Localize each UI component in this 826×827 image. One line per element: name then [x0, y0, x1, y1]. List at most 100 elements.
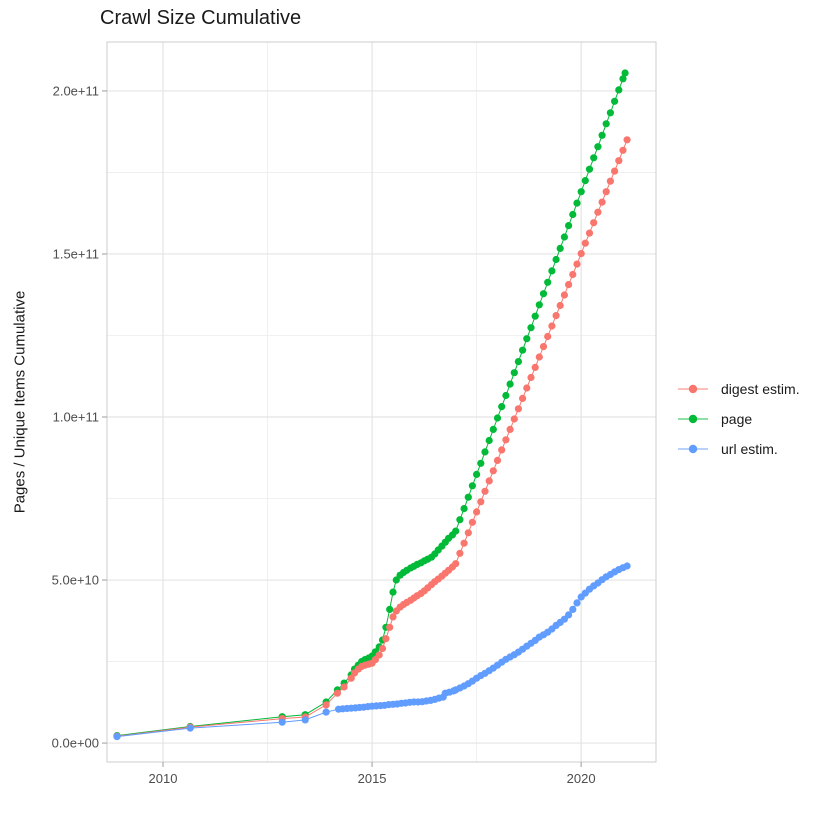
data-point: [569, 210, 577, 219]
legend-label: digest estim.: [721, 380, 800, 397]
series-url-estim: [113, 562, 631, 741]
data-point: [527, 373, 535, 382]
data-point: [186, 724, 194, 732]
data-point: [527, 324, 535, 332]
data-point: [573, 260, 581, 268]
data-point: [498, 446, 506, 454]
data-point: [573, 199, 581, 207]
series-digest-estim: [113, 136, 631, 740]
data-point: [113, 733, 121, 741]
data-point: [598, 198, 606, 206]
legend-key-glyph: [678, 414, 708, 423]
x-tick-label: 2015: [357, 771, 387, 786]
data-point: [498, 403, 506, 411]
chart-title: Crawl Size Cumulative: [100, 7, 302, 29]
data-point: [473, 508, 481, 516]
data-point: [594, 208, 602, 216]
data-point: [473, 470, 481, 478]
legend-key-glyph: [678, 384, 708, 393]
data-point: [506, 380, 514, 388]
gridlines: [107, 42, 656, 762]
data-point: [585, 229, 594, 237]
data-point: [590, 219, 598, 227]
legend: digest estim. page url estim.: [676, 378, 800, 459]
data-point: [565, 611, 573, 619]
legend-item-digest-estim: digest estim.: [676, 378, 800, 399]
y-tick-label: 2.0e+11: [52, 83, 99, 99]
data-point: [464, 493, 472, 501]
data-point: [322, 701, 330, 709]
data-point: [477, 459, 485, 467]
data-point: [606, 109, 615, 117]
legend-key-url-estim-icon: [676, 441, 710, 457]
data-point: [392, 576, 400, 584]
data-point: [347, 674, 355, 682]
data-point: [523, 335, 531, 343]
data-point: [548, 267, 556, 275]
data-point: [602, 120, 610, 128]
data-point: [514, 405, 523, 413]
data-point: [611, 167, 619, 175]
data-point: [581, 239, 589, 247]
y-tick-label: 5.0e+10: [51, 572, 99, 588]
data-point: [594, 143, 602, 151]
data-point: [506, 425, 514, 433]
data-point: [375, 651, 383, 659]
data-point: [333, 689, 341, 697]
legend-item-page: page: [676, 408, 800, 429]
data-point: [565, 281, 573, 289]
data-point: [477, 498, 485, 506]
data-point: [565, 222, 573, 230]
x-tick-label: 2010: [148, 771, 178, 786]
data-point: [611, 97, 619, 105]
data-point: [581, 177, 589, 185]
x-tick-label: 2020: [566, 771, 596, 786]
legend-item-url-estim: url estim.: [676, 438, 800, 459]
data-point: [510, 415, 518, 423]
plot-panel-border: [106, 41, 657, 763]
data-point: [485, 477, 493, 485]
data-point: [569, 605, 577, 614]
data-point: [386, 605, 394, 614]
y-axis-title: Pages / Unique Items Cumulative: [11, 290, 29, 514]
data-point: [452, 560, 460, 568]
data-point: [573, 599, 581, 607]
data-point: [502, 391, 510, 400]
data-point: [615, 86, 623, 94]
data-point: [481, 448, 489, 456]
data-point: [560, 233, 569, 241]
axis-tick-marks: [102, 90, 582, 767]
data-point: [389, 613, 397, 621]
data-point: [452, 527, 460, 535]
y-tick-label: 0.0e+00: [51, 735, 99, 751]
data-point: [544, 278, 552, 286]
data-point: [552, 312, 560, 320]
data-point: [468, 482, 476, 490]
data-point: [523, 384, 531, 392]
data-point: [615, 157, 623, 165]
data-point: [489, 425, 497, 433]
data-point: [386, 623, 394, 631]
data-point: [531, 312, 539, 320]
data-point: [556, 301, 564, 310]
data-point: [585, 165, 594, 173]
legend-label: page: [721, 410, 753, 427]
data-point: [621, 69, 629, 77]
data-point: [535, 353, 543, 361]
data-point: [502, 436, 510, 444]
data-point: [456, 516, 464, 524]
data-point: [552, 255, 560, 264]
data-point: [389, 588, 397, 596]
data-point: [460, 539, 468, 547]
data-point: [598, 131, 606, 139]
data-point: [493, 414, 502, 422]
data-point: [456, 549, 464, 557]
legend-key-page-icon: [676, 411, 710, 427]
data-point: [577, 250, 585, 258]
data-point: [544, 332, 552, 341]
y-tick-label: 1.5e+11: [52, 246, 99, 262]
data-point: [577, 188, 585, 196]
data-point: [489, 467, 497, 475]
data-point: [378, 644, 387, 653]
